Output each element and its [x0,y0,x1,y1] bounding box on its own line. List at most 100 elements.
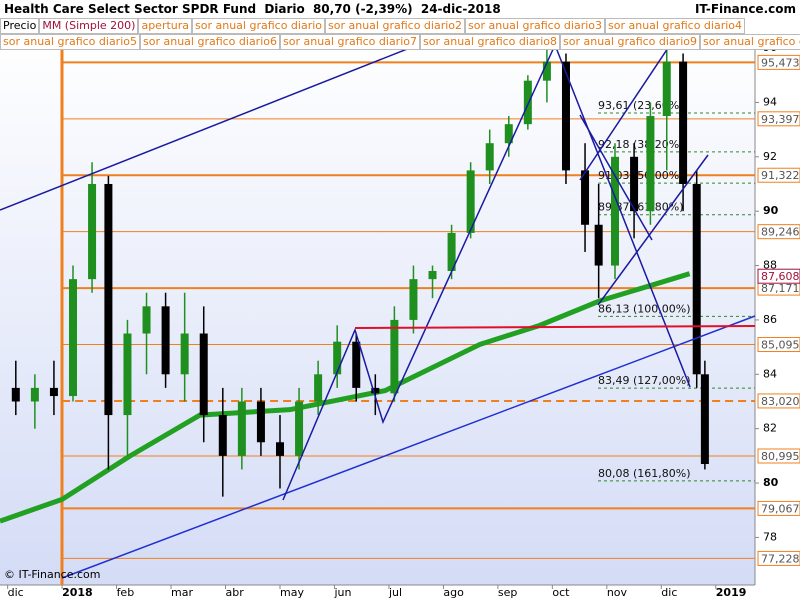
trendlines [0,0,756,579]
candle-body [646,116,655,212]
y-tick-label: 82 [763,422,777,435]
x-tick-label: 2018 [62,586,93,599]
tab[interactable]: sor anual grafico diario8 [420,34,560,50]
candle-body [542,61,551,81]
candle-body [142,306,151,334]
y-tick-label: 90 [763,204,779,217]
tab[interactable]: sor anual grafico diario5 [0,34,140,50]
tab[interactable]: sor anual grafico diario [192,18,326,34]
date: 24-dic-2018 [420,2,501,16]
candle-body [371,387,380,394]
title: Health Care Select Sector SPDR Fund [4,2,257,16]
candle-body [466,170,475,233]
x-tick-label: dic [8,586,24,599]
candle-body [662,61,671,117]
level-label-box [757,224,800,240]
candle-body [88,183,97,280]
candle-body [352,341,361,388]
candle-body [523,80,532,125]
level-label: 91,322 [761,169,800,182]
fib-label: 93,61 (23,60%) [598,99,684,112]
candle-body [561,61,570,171]
candle-body [68,279,77,397]
ma-label: 87,608 [761,270,800,283]
candle-body [594,224,603,266]
x-tick-label: jun [333,586,351,599]
candle-body [611,156,620,266]
x-tick-label: feb [117,586,135,599]
level-label-box [757,448,800,464]
candle-body [314,374,323,402]
tab[interactable]: apertura [138,18,193,34]
candle-body [218,415,227,456]
candle-body [180,333,189,375]
tab[interactable]: sor anual grafico diario7 [280,34,420,50]
plot-area [0,35,755,585]
level-label-box [757,393,800,409]
footer: © IT-Finance.com [4,568,101,581]
x-tick-label: nov [607,586,628,599]
candle-body [630,156,639,212]
level-label: 83,020 [761,395,800,408]
trendline [0,39,431,211]
fib-label: 89,87 (61,80%) [598,201,684,214]
tab-row: Precio MM (Simple 200) apertura sor anual g… [0,18,800,34]
tab-row: sor anual grafico diario5 sor anual grafi… [0,34,800,50]
y-tick-label: 94 [763,95,777,108]
candle-body [700,374,709,465]
brand: IT-Finance.com [694,2,796,16]
x-tick-label: may [280,586,304,599]
level-label-box [757,111,800,127]
y-tick-label: 88 [763,259,777,272]
candle-body [104,183,113,416]
x-tick-label: dic [661,586,677,599]
tab[interactable]: sor anual grafico diario6 [140,34,280,50]
layer: 78808284868890929496dic2018febmarabrmayj… [0,41,800,599]
tab[interactable]: MM (Simple 200) [39,18,139,34]
level-label-box [757,167,800,183]
y-tick-label: 86 [763,313,777,326]
fib-label: 91,03 (50,00%) [598,169,684,182]
trendline [282,43,691,501]
level-label-box [757,337,800,353]
candle-body [447,232,456,271]
level-label-box [757,54,800,70]
candle-body [692,183,701,375]
tab[interactable]: sor anual grafico diario10 [700,34,800,50]
trendline [61,315,756,579]
candle-body [409,279,418,320]
x-tick-label: 2019 [716,586,747,599]
tab[interactable]: sor anual grafico diario3 [465,18,606,34]
candle-body [161,306,170,375]
tab[interactable]: sor anual grafico diario4 [605,18,746,34]
tab[interactable]: sor anual grafico diario2 [325,18,466,34]
candle-body [679,61,688,184]
candle-body [275,442,284,456]
x-tick-label: abr [226,586,245,599]
x-tick-label: ago [443,586,464,599]
y-tick-label: 78 [763,530,777,543]
header: Health Care Select Sector SPDR Fund Diar… [0,0,800,18]
level-label: 95,473 [761,56,800,69]
ma-label-box [757,268,800,284]
candle-body [30,387,39,402]
y-tick-label: 80 [763,476,779,489]
level-label: 89,246 [761,226,800,239]
fib-label: 83,49 (127,00%) [598,374,691,387]
candle-body [237,401,246,456]
x-tick-label: sep [498,586,517,599]
candle-body [123,333,132,416]
tab[interactable]: sor anual grafico diario9 [560,34,700,50]
candle-body [49,387,58,397]
level-label: 79,067 [761,502,800,515]
y-tick-label: 92 [763,150,777,163]
level-label: 87,171 [761,282,800,295]
candle-body [11,387,20,402]
trendline [597,154,709,306]
period: Diario [264,2,305,16]
candle-body [390,319,399,394]
tab[interactable]: Precio [0,18,40,34]
x-tick-label: oct [552,586,570,599]
